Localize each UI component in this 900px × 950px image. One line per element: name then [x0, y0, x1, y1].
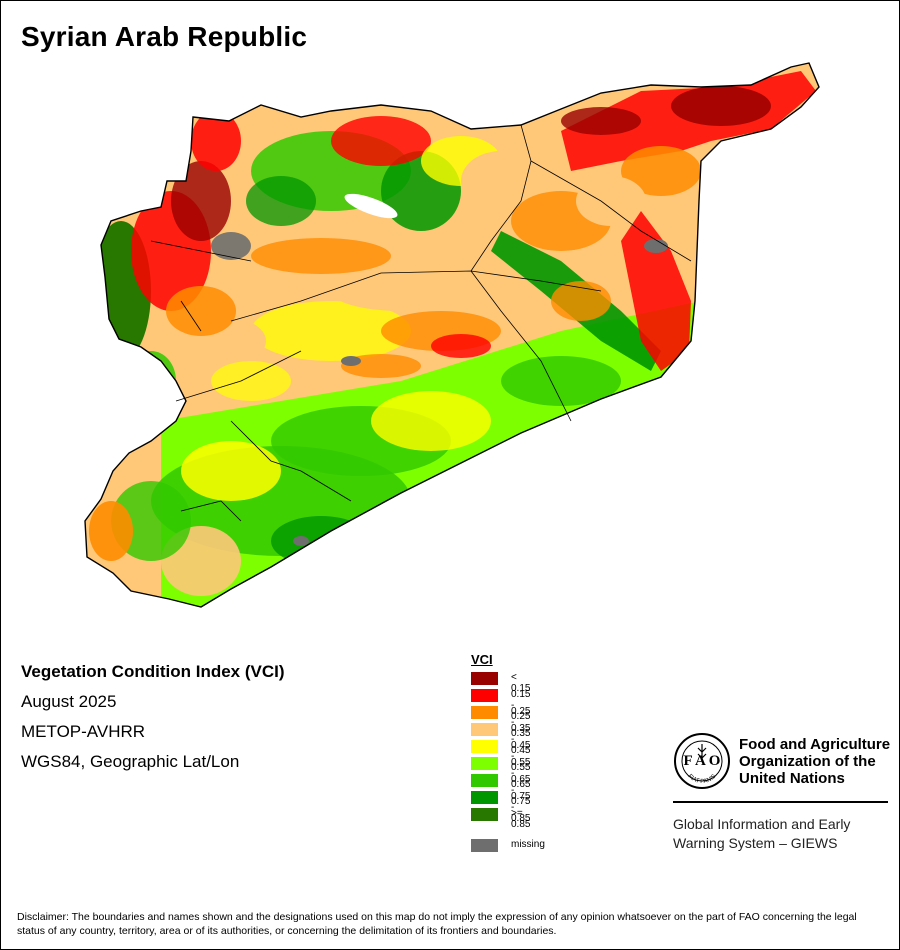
legend-item: >= 0.85 — [471, 806, 530, 830]
divider — [673, 801, 888, 803]
fao-motto: FIAT PANIS — [687, 774, 718, 785]
legend-swatch — [471, 791, 498, 804]
legend-item: 0.45 - 0.55 — [471, 738, 530, 773]
index-name: Vegetation Condition Index (VCI) — [21, 662, 285, 681]
fao-name-line: Organization of the — [739, 753, 876, 770]
fao-name: Food and Agriculture Organization of the… — [739, 736, 890, 787]
giews-line: Warning System – GIEWS — [673, 835, 838, 851]
legend-label: 0.55 - 0.65 — [511, 757, 531, 790]
legend-item: 0.35 - 0.45 — [471, 721, 530, 756]
legend-label: < 0.15 — [511, 672, 531, 694]
legend-swatch — [471, 757, 498, 770]
legend-item: 0.75 - 0.85 — [471, 789, 530, 824]
legend-item: 0.65 - 0.75 — [471, 772, 530, 807]
legend-label: 0.45 - 0.55 — [511, 740, 531, 773]
legend-label: 0.35 - 0.45 — [511, 723, 531, 756]
disclaimer: Disclaimer: The boundaries and names sho… — [17, 911, 857, 937]
legend-label: 0.15 - 0.25 — [511, 689, 531, 722]
legend-label: 0.75 - 0.85 — [511, 791, 531, 824]
legend-swatch — [471, 672, 498, 685]
legend-label: >= 0.85 — [511, 808, 531, 830]
legend-swatch — [471, 706, 498, 719]
legend-item-missing: missing — [471, 837, 545, 854]
fao-name-line: Food and Agriculture — [739, 736, 891, 753]
admin-boundaries — [150, 124, 692, 522]
vci-map — [84, 62, 820, 608]
map-info: Vegetation Condition Index (VCI) August … — [21, 657, 285, 777]
giews-label: Global Information and Early Warning Sys… — [673, 815, 850, 853]
period: August 2025 — [21, 692, 117, 711]
legend-swatch — [471, 723, 498, 736]
sensor: METOP-AVHRR — [21, 722, 146, 741]
giews-line: Global Information and Early — [673, 816, 851, 832]
legend-item: 0.25 - 0.35 — [471, 704, 530, 739]
legend-swatch — [471, 808, 498, 821]
legend-swatch — [471, 774, 498, 787]
legend-item: 0.55 - 0.65 — [471, 755, 530, 790]
legend-label: 0.65 - 0.75 — [511, 774, 531, 807]
map-title: Syrian Arab Republic — [21, 21, 308, 52]
legend: VCI < 0.15 0.15 - 0.25 0.25 - 0.35 0.35 - 0… — [471, 652, 545, 854]
legend-item: 0.15 - 0.25 — [471, 687, 530, 722]
legend-label: missing — [511, 839, 545, 850]
legend-title: VCI — [471, 652, 493, 667]
legend-swatch — [471, 740, 498, 753]
projection: WGS84, Geographic Lat/Lon — [21, 752, 240, 771]
fao-logo-icon: F A O FIAT PANIS — [674, 733, 730, 789]
legend-swatch — [471, 839, 498, 852]
legend-item: < 0.15 — [471, 670, 530, 694]
legend-swatch — [471, 689, 498, 702]
legend-label: 0.25 - 0.35 — [511, 706, 531, 739]
fao-name-line: United Nations — [739, 770, 845, 787]
